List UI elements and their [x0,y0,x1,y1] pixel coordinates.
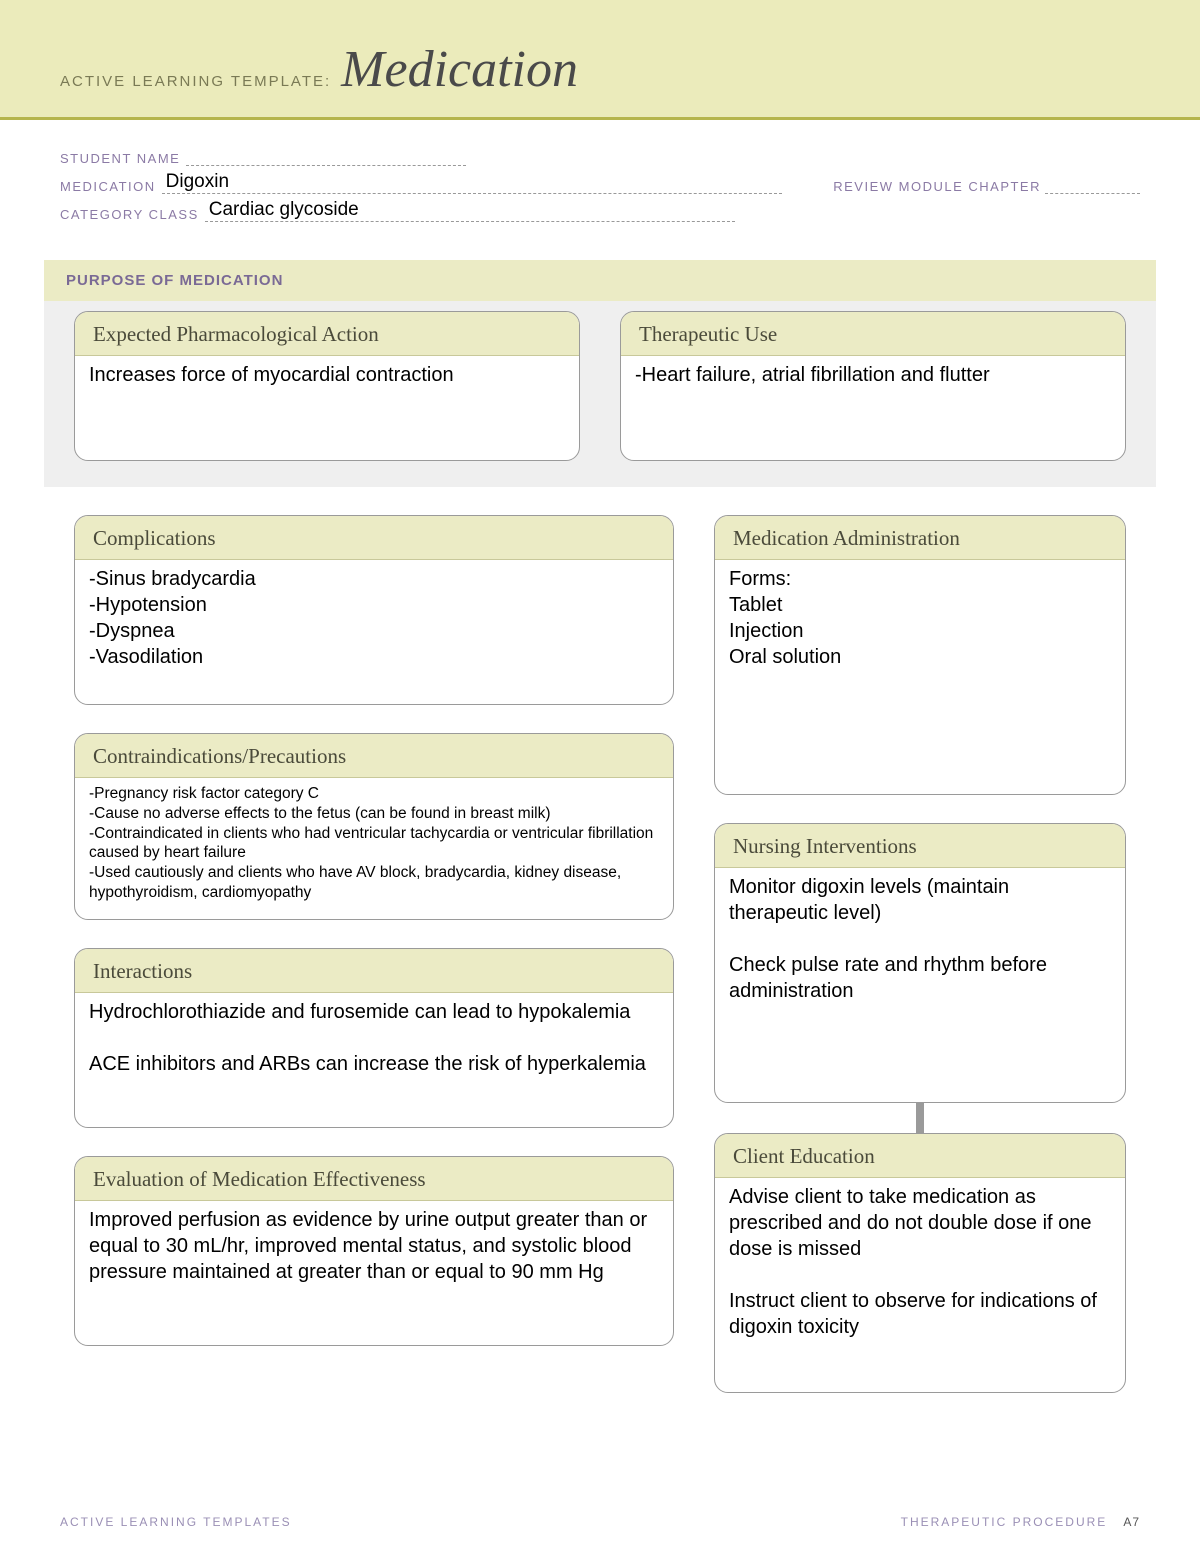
medication-line: Digoxin [162,176,782,194]
student-name-line [186,148,466,166]
footer: ACTIVE LEARNING TEMPLATES THERAPEUTIC PR… [60,1515,1140,1529]
header-band: ACTIVE LEARNING TEMPLATE: Medication [0,0,1200,120]
meta-row-student: STUDENT NAME [60,148,1140,166]
card-nursing-body: Monitor digoxin levels (maintain therape… [715,868,1125,1020]
category-class-label: CATEGORY CLASS [60,207,199,222]
header-line: ACTIVE LEARNING TEMPLATE: Medication [60,40,1140,99]
purpose-block: PURPOSE OF MEDICATION Expected Pharmacol… [44,260,1156,487]
card-pharm-action-title: Expected Pharmacological Action [75,312,579,356]
card-interactions-body: Hydrochlorothiazide and furosemide can l… [75,993,673,1093]
purpose-row: Expected Pharmacological Action Increase… [44,301,1156,461]
card-evaluation-body: Improved perfusion as evidence by urine … [75,1201,673,1301]
card-administration-body: Forms: Tablet Injection Oral solution [715,560,1125,686]
meta-row-medication: MEDICATION Digoxin REVIEW MODULE CHAPTER [60,176,1140,194]
card-contraindications: Contraindications/Precautions -Pregnancy… [74,733,674,920]
meta-section: STUDENT NAME MEDICATION Digoxin REVIEW M… [0,120,1200,242]
header-label: ACTIVE LEARNING TEMPLATE: [60,73,331,90]
footer-page: A7 [1123,1515,1140,1529]
card-interactions-title: Interactions [75,949,673,993]
card-pharm-action-body: Increases force of myocardial contractio… [75,356,579,404]
category-class-line: Cardiac glycoside [205,204,735,222]
footer-right: THERAPEUTIC PROCEDURE A7 [901,1515,1140,1529]
card-evaluation-title: Evaluation of Medication Effectiveness [75,1157,673,1201]
purpose-section-title: PURPOSE OF MEDICATION [44,260,1156,301]
main-grid: Complications -Sinus bradycardia -Hypote… [0,487,1200,1393]
card-contraindications-title: Contraindications/Precautions [75,734,673,778]
medication-value: Digoxin [166,171,229,193]
right-column: Medication Administration Forms: Tablet … [714,515,1126,1393]
card-education: Client Education Advise client to take m… [714,1133,1126,1393]
connector-line [916,1103,924,1133]
card-education-body: Advise client to take medication as pres… [715,1178,1125,1356]
review-module-line [1045,180,1140,194]
card-nursing: Nursing Interventions Monitor digoxin le… [714,823,1126,1103]
card-therapeutic-use-body: -Heart failure, atrial fibrillation and … [621,356,1125,404]
spacer [714,795,1126,823]
meta-row-category: CATEGORY CLASS Cardiac glycoside [60,204,1140,222]
card-evaluation: Evaluation of Medication Effectiveness I… [74,1156,674,1346]
card-administration: Medication Administration Forms: Tablet … [714,515,1126,795]
review-module-label: REVIEW MODULE CHAPTER [833,179,1041,194]
page: ACTIVE LEARNING TEMPLATE: Medication STU… [0,0,1200,1553]
footer-left: ACTIVE LEARNING TEMPLATES [60,1515,292,1529]
card-therapeutic-use-title: Therapeutic Use [621,312,1125,356]
card-complications: Complications -Sinus bradycardia -Hypote… [74,515,674,705]
student-name-label: STUDENT NAME [60,151,180,166]
card-pharm-action: Expected Pharmacological Action Increase… [74,311,580,461]
card-nursing-title: Nursing Interventions [715,824,1125,868]
card-complications-title: Complications [75,516,673,560]
card-therapeutic-use: Therapeutic Use -Heart failure, atrial f… [620,311,1126,461]
medication-label: MEDICATION [60,179,156,194]
card-administration-title: Medication Administration [715,516,1125,560]
category-class-value: Cardiac glycoside [209,199,359,221]
left-column: Complications -Sinus bradycardia -Hypote… [74,515,674,1393]
header-title: Medication [341,40,578,99]
card-contraindications-body: -Pregnancy risk factor category C -Cause… [75,778,673,919]
card-complications-body: -Sinus bradycardia -Hypotension -Dyspnea… [75,560,673,686]
card-education-title: Client Education [715,1134,1125,1178]
footer-right-label: THERAPEUTIC PROCEDURE [901,1515,1108,1529]
card-interactions: Interactions Hydrochlorothiazide and fur… [74,948,674,1128]
